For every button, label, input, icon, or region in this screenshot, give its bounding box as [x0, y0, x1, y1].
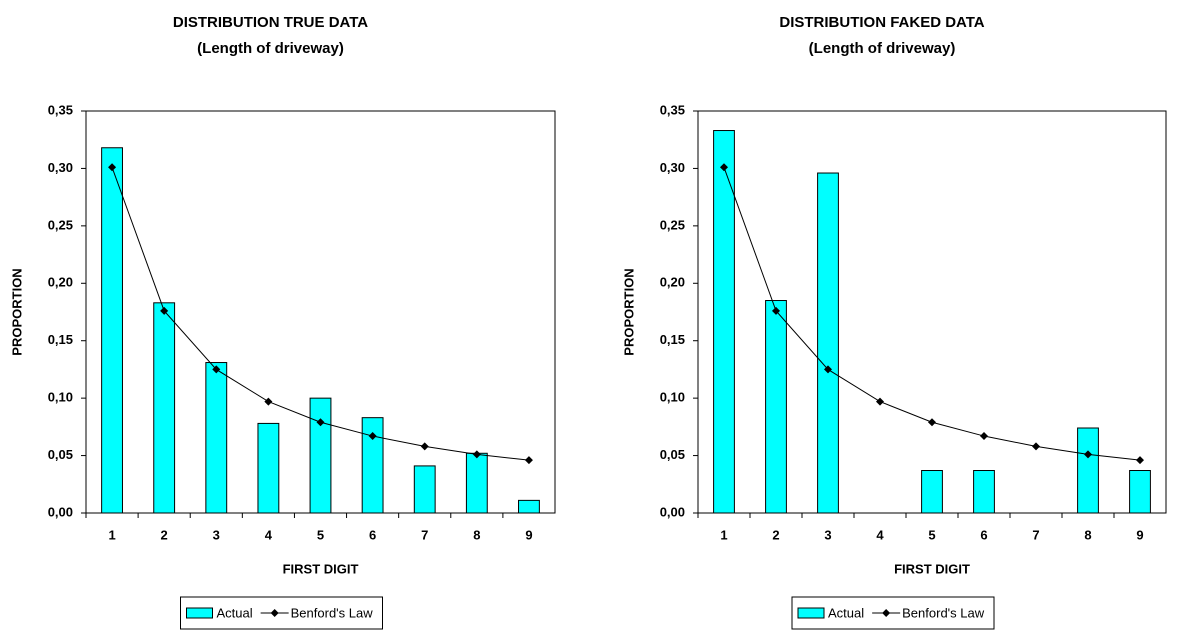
- bar: [153, 302, 176, 514]
- x-tick-label: 7: [421, 527, 428, 542]
- legend-label: Benford's Law: [291, 605, 374, 620]
- x-tick-label: 4: [265, 527, 273, 542]
- line-marker: [772, 306, 780, 315]
- y-tick-label: 0,05: [660, 447, 685, 462]
- x-tick-label: 8: [1084, 527, 1091, 542]
- x-tick-label: 9: [1136, 527, 1143, 542]
- y-tick-label: 0,25: [660, 217, 685, 232]
- y-tick-label: 0,25: [48, 217, 73, 232]
- chart-subtitle: (Length of driveway): [809, 40, 956, 57]
- line-marker: [524, 456, 533, 465]
- x-tick-label: 4: [876, 527, 884, 542]
- y-tick-label: 0,05: [48, 447, 73, 462]
- y-tick-label: 0,30: [48, 160, 73, 175]
- bar: [205, 362, 228, 514]
- x-tick-label: 6: [369, 527, 376, 542]
- y-tick-label: 0,15: [48, 332, 73, 347]
- bar: [817, 172, 839, 514]
- line-marker: [316, 418, 325, 427]
- x-tick-label: 1: [720, 527, 727, 542]
- line-marker: [928, 418, 936, 427]
- chart-title: DISTRIBUTION FAKED DATA: [779, 14, 984, 31]
- line-marker: [1084, 450, 1092, 459]
- legend-label: Actual: [828, 605, 864, 620]
- line-marker: [368, 432, 377, 441]
- y-tick-label: 0,00: [48, 504, 73, 519]
- x-tick-label: 5: [928, 527, 935, 542]
- legend-marker: [882, 609, 891, 617]
- y-axis-label: PROPORTION: [621, 268, 636, 355]
- y-tick-label: 0,35: [48, 102, 73, 117]
- legend-marker: [270, 609, 279, 617]
- bar: [921, 470, 943, 514]
- bar: [413, 465, 436, 514]
- x-tick-label: 6: [980, 527, 987, 542]
- bar: [465, 452, 488, 514]
- y-tick-label: 0,20: [48, 275, 73, 290]
- bar: [973, 470, 995, 514]
- x-tick-label: 3: [213, 527, 220, 542]
- chart-panel: DISTRIBUTION TRUE DATA (Length of drivewa…: [9, 14, 556, 630]
- line-marker: [1032, 442, 1040, 451]
- x-tick-label: 7: [1032, 527, 1039, 542]
- bar: [713, 130, 735, 514]
- legend-swatch: [186, 607, 213, 619]
- chart-panel: DISTRIBUTION FAKED DATA (Length of drivew…: [621, 14, 1167, 630]
- line-marker: [420, 442, 429, 451]
- y-tick-label: 0,10: [48, 390, 73, 405]
- y-tick-label: 0,00: [660, 504, 685, 519]
- x-tick-label: 3: [824, 527, 831, 542]
- x-axis-label: FIRST DIGIT: [894, 561, 970, 576]
- line-marker: [876, 397, 884, 406]
- y-tick-label: 0,20: [660, 275, 685, 290]
- x-tick-label: 1: [108, 527, 115, 542]
- chart-subtitle: (Length of driveway): [197, 40, 344, 57]
- chart-title: DISTRIBUTION TRUE DATA: [173, 14, 368, 31]
- line-marker: [472, 450, 481, 459]
- legend-label: Benford's Law: [902, 605, 985, 620]
- line-marker: [160, 306, 169, 315]
- y-tick-label: 0,15: [660, 332, 685, 347]
- line-marker: [720, 163, 728, 172]
- x-tick-label: 9: [525, 527, 532, 542]
- bar: [309, 397, 332, 514]
- bar: [361, 417, 384, 514]
- bar: [257, 422, 280, 514]
- y-tick-label: 0,35: [660, 102, 685, 117]
- line-marker: [980, 432, 988, 441]
- x-tick-label: 5: [317, 527, 324, 542]
- bar: [765, 300, 787, 514]
- line-marker: [264, 397, 273, 406]
- legend-swatch: [797, 607, 825, 619]
- line-marker: [108, 163, 117, 172]
- y-tick-label: 0,10: [660, 390, 685, 405]
- y-axis-label: PROPORTION: [9, 268, 24, 355]
- bar: [1077, 427, 1099, 514]
- line-marker: [824, 365, 832, 374]
- bar: [101, 147, 123, 514]
- x-tick-label: 2: [772, 527, 779, 542]
- y-tick-label: 0,30: [660, 160, 685, 175]
- legend-label: Actual: [217, 605, 253, 620]
- line-marker: [1136, 456, 1144, 465]
- x-tick-label: 2: [161, 527, 168, 542]
- bar: [1129, 470, 1151, 514]
- bar: [518, 499, 540, 514]
- x-axis-label: FIRST DIGIT: [283, 561, 359, 576]
- x-tick-label: 8: [473, 527, 480, 542]
- line-marker: [212, 365, 221, 374]
